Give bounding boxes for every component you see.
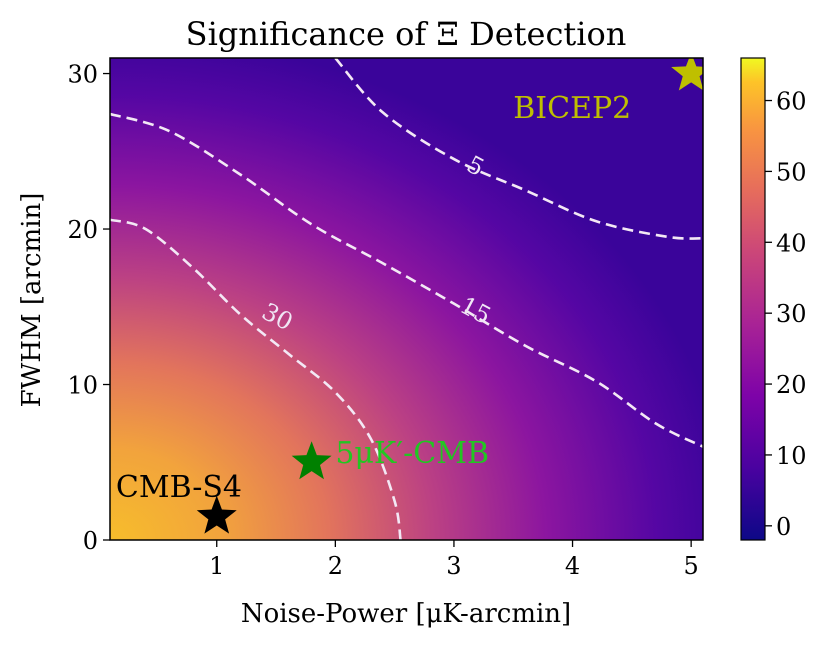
marker-label-cmb-s4: CMB-S4	[116, 470, 242, 505]
colorbar-tick-label: 0	[776, 513, 791, 541]
y-tick-label: 30	[67, 61, 98, 89]
colorbar-ticks: 0 10 20 30 40 50 60	[765, 88, 807, 541]
colorbar-tick-label: 20	[776, 371, 807, 399]
y-tick-label: 20	[67, 216, 98, 244]
contour-lines	[110, 58, 703, 540]
y-tick-label: 10	[67, 372, 98, 400]
contour-line-15	[110, 112, 703, 448]
x-axis-title: Noise-Power [μK-arcmin]	[241, 599, 571, 629]
y-axis-ticks: 0 10 20 30	[67, 61, 110, 555]
marker-label-bicep2: BICEP2	[513, 91, 631, 126]
x-tick-label: 1	[209, 552, 224, 580]
marker-label-5-k-cmb: 5μK′-CMB	[335, 436, 489, 471]
contour-line-30	[110, 218, 402, 540]
star-marker-5-k-cmb	[291, 441, 332, 480]
colorbar-tick-label: 10	[776, 442, 807, 470]
markers	[196, 58, 703, 534]
colorbar-tick-label: 30	[776, 300, 807, 328]
star-marker-bicep2	[671, 58, 703, 91]
colorbar-tick-label: 50	[776, 158, 807, 186]
star-marker-cmb-s4	[196, 495, 237, 534]
x-tick-label: 5	[683, 552, 698, 580]
y-axis-title: FWHM [arcmin]	[17, 193, 47, 408]
colorbar	[740, 57, 766, 541]
y-tick-label: 0	[83, 527, 98, 555]
x-tick-label: 3	[446, 552, 461, 580]
x-tick-label: 4	[565, 552, 580, 580]
x-tick-label: 2	[328, 552, 343, 580]
chart-title: Significance of Ξ Detection	[186, 15, 627, 53]
colorbar-tick-label: 60	[776, 88, 807, 116]
colorbar-tick-label: 40	[776, 229, 807, 257]
plot-frame	[109, 57, 704, 541]
contour-line-5	[334, 58, 703, 240]
x-axis-ticks: 1 2 3 4 5	[209, 540, 699, 580]
marker-labels: BICEP2 5μK′-CMB CMB-S4	[116, 91, 631, 505]
